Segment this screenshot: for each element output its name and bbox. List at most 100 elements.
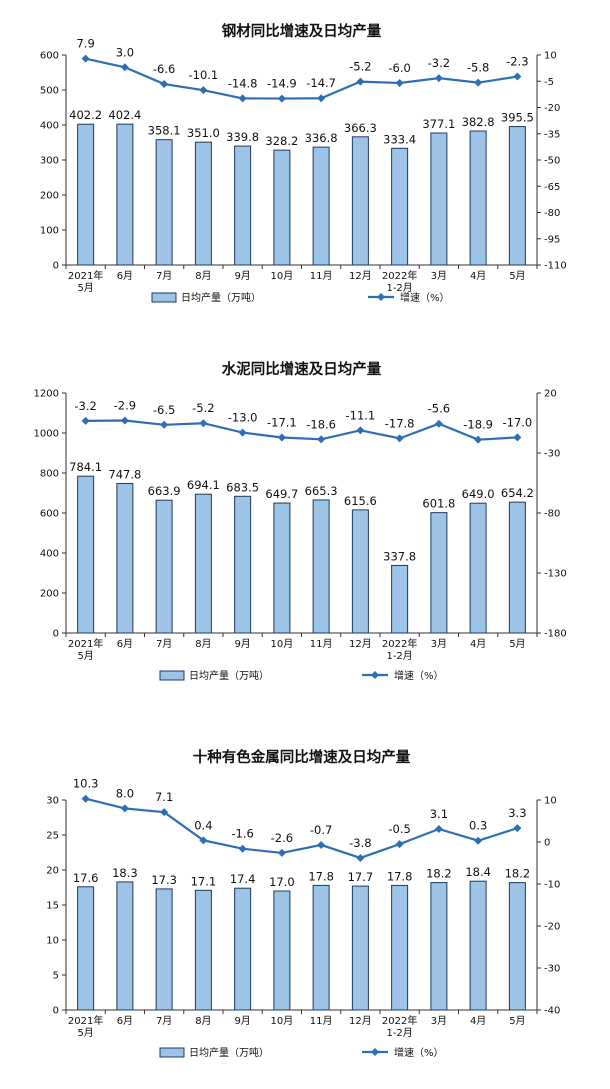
line-data-label: -17.8	[385, 416, 415, 430]
x-tick-label-line: 4月	[470, 1015, 486, 1027]
line-point	[160, 420, 169, 429]
x-tick-label: 3月	[431, 270, 447, 282]
bar-data-label: 18.2	[505, 867, 531, 881]
x-tick-label-line: 12月	[349, 638, 372, 650]
line-point	[120, 416, 129, 425]
line-data-label: -2.3	[506, 55, 528, 69]
bar	[430, 882, 448, 1011]
x-tick-label-line: 2022年	[382, 637, 417, 650]
y-left-tick-label: 800	[40, 469, 59, 480]
line-data-label: -2.6	[271, 831, 293, 845]
y-right-tick-label: -30	[544, 449, 560, 460]
line-point	[81, 54, 90, 63]
x-tick-label-line: 9月	[234, 638, 250, 650]
bar-data-label: 17.8	[387, 869, 413, 883]
x-tick-label-line: 10月	[271, 1015, 294, 1027]
growth-line	[85, 419, 518, 441]
bar	[469, 130, 487, 266]
bar	[77, 475, 95, 634]
legend-line-label: 增速（%）	[394, 669, 444, 682]
y-left-tick-label: 200	[40, 191, 59, 202]
y-right-tick-label: 10	[544, 51, 557, 62]
bar	[312, 146, 330, 266]
line-point	[356, 77, 365, 86]
x-tick-label-line: 11月	[310, 270, 333, 282]
line-point	[513, 824, 522, 833]
line-point	[160, 808, 169, 817]
bar-data-label: 17.8	[308, 869, 334, 883]
bar-data-label: 663.9	[148, 484, 181, 498]
bar	[234, 887, 252, 1011]
x-tick-label: 6月	[117, 638, 133, 650]
bar	[351, 885, 369, 1011]
line-point	[238, 94, 247, 103]
bar-data-label: 333.4	[383, 132, 416, 146]
chart-title: 钢材同比增速及日均产量	[222, 22, 382, 40]
y-right-tick-label: -80	[544, 509, 560, 520]
bar	[194, 493, 212, 634]
y-left-tick-label: 30	[46, 796, 59, 807]
line-data-label: -5.6	[428, 402, 450, 416]
line-point	[81, 794, 90, 803]
x-tick-label: 10月	[271, 270, 294, 282]
bar-data-label: 358.1	[148, 124, 181, 138]
bar-data-label: 784.1	[69, 460, 102, 474]
line-data-label: -1.6	[231, 827, 253, 841]
y-left-tick-label: 0	[53, 261, 59, 272]
y-left-tick-label: 20	[46, 866, 59, 877]
line-point	[395, 79, 404, 87]
line-data-label: 0.4	[194, 818, 212, 832]
bar	[391, 147, 409, 266]
bar-data-label: 336.8	[305, 131, 338, 145]
x-tick-label-line: 10月	[271, 638, 294, 650]
y-right-tick-label: 20	[544, 389, 557, 400]
bar	[155, 499, 173, 634]
y-left-tick-label: 100	[40, 226, 59, 237]
bar	[194, 141, 212, 266]
legend-bar-swatch	[159, 1047, 185, 1058]
y-right-tick-label: -50	[544, 156, 560, 167]
bar	[234, 495, 252, 634]
line-data-label: -13.0	[228, 411, 258, 425]
line-point	[317, 840, 326, 849]
x-tick-label: 6月	[117, 270, 133, 282]
x-tick-label-line: 10月	[271, 270, 294, 282]
bar	[508, 501, 526, 634]
y-left-tick-label: 1000	[34, 429, 59, 440]
bar	[430, 512, 448, 634]
y-left-tick-label: 25	[46, 831, 59, 842]
y-right-tick-label: -65	[544, 182, 560, 193]
bar-data-label: 17.3	[151, 873, 177, 887]
x-tick-label-line: 5月	[509, 638, 525, 650]
y-right-tick-label: -5	[544, 77, 554, 88]
x-tick-label-line: 6月	[117, 638, 133, 650]
y-left-tick-label: 600	[40, 51, 59, 62]
line-point	[199, 419, 208, 428]
x-tick-label-line: 4月	[470, 270, 486, 282]
y-right-tick-label: 10	[544, 796, 557, 807]
line-point	[434, 74, 443, 83]
line-point	[356, 426, 365, 435]
legend-line-marker	[377, 293, 385, 301]
x-tick-label-line: 7月	[156, 638, 172, 650]
line-data-label: -3.2	[74, 399, 96, 413]
x-tick-label-line: 1-2月	[386, 1027, 412, 1039]
x-tick-label: 8月	[195, 638, 211, 650]
bar-data-label: 18.3	[112, 866, 138, 880]
x-tick-label: 8月	[195, 1015, 211, 1027]
growth-line	[85, 57, 518, 100]
bar	[155, 888, 173, 1011]
y-left-tick-label: 500	[40, 86, 59, 97]
x-tick-label: 12月	[349, 1015, 372, 1027]
legend-bar-label: 日均产量（万吨）	[189, 669, 269, 682]
bar-data-label: 18.4	[465, 865, 491, 879]
bar-data-label: 339.8	[226, 130, 259, 144]
y-right-tick-label: -95	[544, 234, 560, 245]
line-data-label: -3.8	[349, 836, 371, 850]
line-point	[395, 840, 404, 849]
legend-line-marker	[371, 1048, 379, 1056]
bar	[508, 882, 526, 1011]
y-right-tick-label: -35	[544, 129, 560, 140]
y-left-tick-label: 5	[53, 971, 59, 982]
chart-title: 水泥同比增速及日均产量	[222, 360, 382, 378]
